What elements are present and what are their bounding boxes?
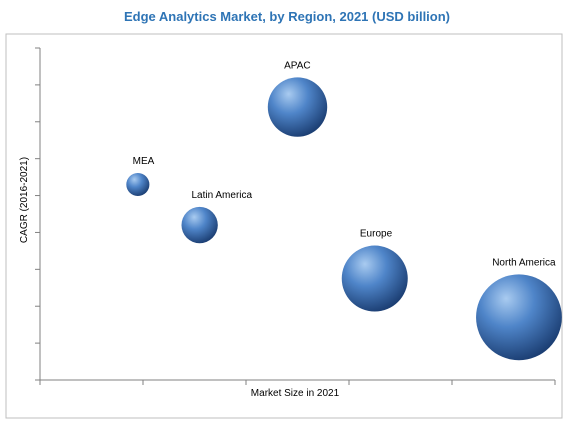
bubble-apac bbox=[267, 77, 328, 137]
bubble-north-america bbox=[476, 274, 562, 361]
y-axis-label: CAGR (2016-2021) bbox=[19, 157, 30, 243]
bubble-latin-america bbox=[181, 206, 218, 244]
chart-title: Edge Analytics Market, by Region, 2021 (… bbox=[124, 9, 450, 24]
bubble-europe bbox=[341, 245, 408, 312]
x-axis-label: Market Size in 2021 bbox=[251, 388, 340, 399]
bubbles bbox=[126, 77, 562, 361]
bubble-label-north-america: North America bbox=[492, 257, 556, 268]
bubble-labels: MEA Latin America APAC Europe North America bbox=[133, 60, 556, 268]
bubble-label-latin-america: Latin America bbox=[191, 190, 252, 201]
bubble-mea bbox=[126, 172, 150, 197]
axes bbox=[35, 47, 556, 385]
bubble-label-mea: MEA bbox=[133, 156, 155, 167]
chart-frame bbox=[5, 33, 563, 419]
bubble-label-europe: Europe bbox=[360, 229, 393, 240]
bubble-label-apac: APAC bbox=[284, 60, 311, 71]
